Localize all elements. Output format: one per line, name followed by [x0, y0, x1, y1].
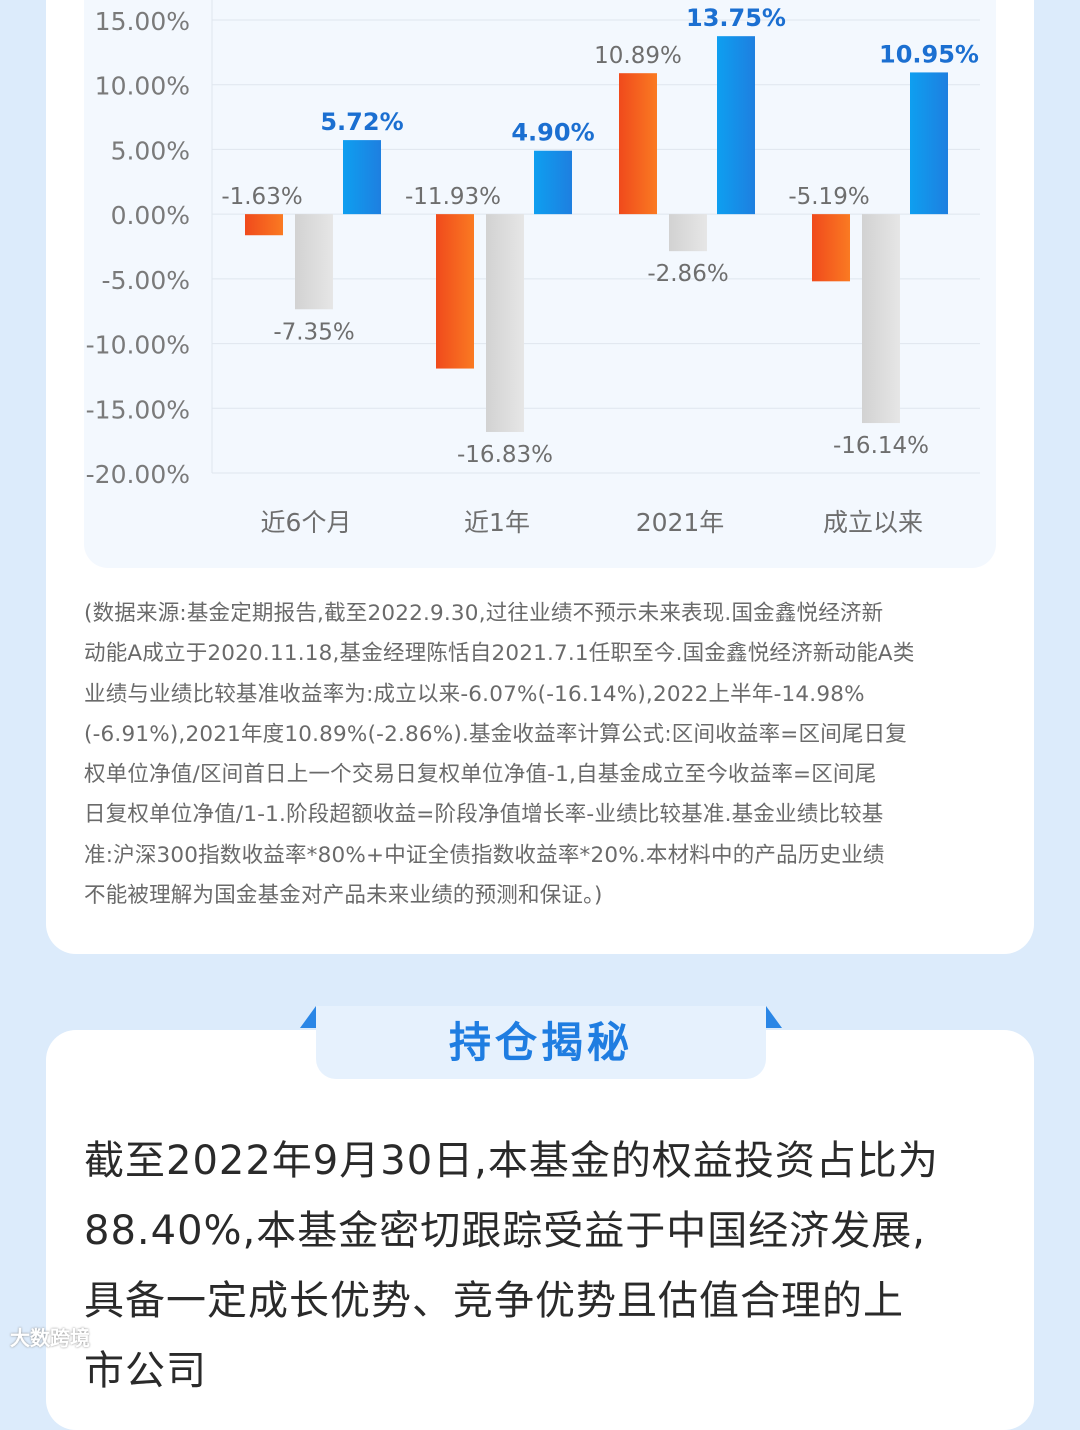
- y-tick-label: -5.00%: [102, 266, 190, 295]
- data-label: 5.72%: [320, 108, 403, 136]
- data-label: 10.89%: [594, 43, 682, 69]
- y-tick-label: -10.00%: [86, 331, 190, 360]
- data-label: -1.63%: [221, 184, 302, 210]
- data-source-note: (数据来源:基金定期报告,截至2022.9.30,过往业绩不预示未来表现.国金鑫…: [84, 594, 996, 916]
- note-line: (-6.91%),2021年度10.89%(-2.86%).基金收益率计算公式:…: [84, 721, 907, 747]
- bar: [812, 214, 850, 282]
- bar: [486, 214, 524, 432]
- bar: [862, 214, 900, 424]
- body-line: 88.40%,本基金密切跟踪受益于中国经济发展,: [84, 1208, 926, 1254]
- note-line: 准:沪深300指数收益率*80%+中证全债指数收益率*20%.本材料中的产品历史…: [84, 842, 885, 868]
- data-label: -5.19%: [788, 184, 869, 210]
- data-label: -16.14%: [833, 433, 929, 459]
- bar: [619, 73, 657, 215]
- bar: [295, 214, 333, 310]
- x-tick-label: 2021年: [636, 508, 725, 537]
- chart-panel: 15.00% 10.00% 5.00% 0.00% -5.00% -10.00% -15.0…: [84, 0, 996, 568]
- bar: [910, 72, 948, 215]
- data-label: -2.86%: [647, 261, 728, 287]
- section-body: 截至2022年9月30日,本基金的权益投资占比为 88.40%,本基金密切跟踪受…: [84, 1126, 1004, 1406]
- data-label: -7.35%: [273, 319, 354, 345]
- y-tick-label: 0.00%: [111, 201, 190, 230]
- body-line: 市公司: [84, 1348, 207, 1394]
- data-label: 4.90%: [511, 119, 594, 147]
- tab-ear-left: [300, 1006, 316, 1028]
- y-tick-label: 15.00%: [95, 7, 190, 36]
- y-tick-label: -15.00%: [86, 395, 190, 424]
- data-label: -16.83%: [457, 442, 553, 468]
- x-tick-label: 近1年: [464, 508, 530, 537]
- data-label: 10.95%: [879, 40, 979, 68]
- note-line: (数据来源:基金定期报告,截至2022.9.30,过往业绩不预示未来表现.国金鑫…: [84, 601, 884, 626]
- y-tick-label: 10.00%: [95, 72, 190, 101]
- bar: [436, 214, 474, 369]
- section-tab: 持仓揭秘: [316, 1006, 766, 1079]
- body-line: 截至2022年9月30日,本基金的权益投资占比为: [84, 1138, 939, 1184]
- body-line: 具备一定成长优势、竞争优势且估值合理的上: [84, 1278, 904, 1324]
- note-line: 不能被理解为国金基金对产品未来业绩的预测和保证。): [84, 883, 603, 909]
- bar: [245, 214, 283, 236]
- x-tick-label: 近6个月: [261, 508, 352, 537]
- bar: [343, 140, 381, 215]
- x-tick-label: 成立以来: [823, 508, 923, 537]
- bar: [534, 150, 572, 215]
- y-tick-label: 5.00%: [111, 136, 190, 165]
- tab-ear-right: [766, 1006, 782, 1028]
- data-label: -11.93%: [405, 184, 501, 210]
- section-title: 持仓揭秘: [448, 1018, 633, 1067]
- note-line: 动能A成立于2020.11.18,基金经理陈恬自2021.7.1任职至今.国金鑫…: [84, 641, 915, 667]
- note-line: 业绩与业绩比较基准收益率为:成立以来-6.07%(-16.14%),2022上半…: [84, 681, 865, 707]
- bar: [669, 214, 707, 252]
- data-label: 13.75%: [686, 4, 786, 32]
- y-tick-label: -20.00%: [86, 460, 190, 489]
- watermark: 大数跨境: [10, 1326, 90, 1350]
- note-line: 日复权单位净值/1-1.阶段超额收益=阶段净值增长率-业绩比较基准.基金业绩比较…: [84, 802, 884, 828]
- note-line: 权单位净值/区间首日上一个交易日复权单位净值-1,自基金成立至今收益率=区间尾: [84, 762, 877, 788]
- bar: [717, 36, 755, 215]
- performance-bar-chart: 15.00% 10.00% 5.00% 0.00% -5.00% -10.00% -15.0…: [86, 0, 980, 537]
